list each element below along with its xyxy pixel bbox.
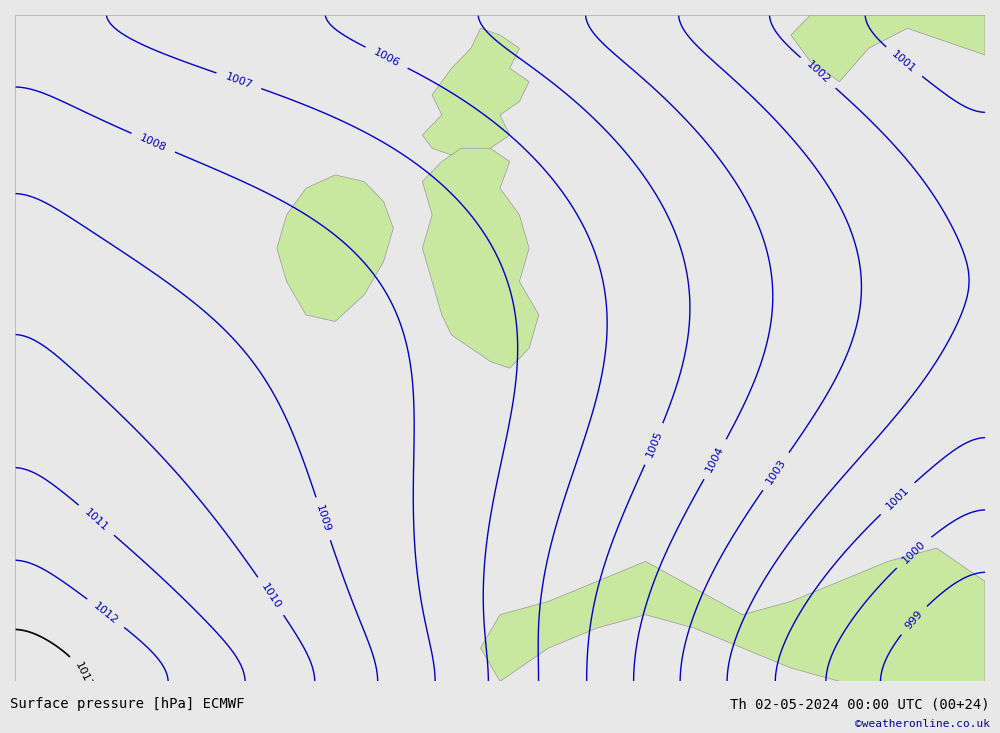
Text: Surface pressure [hPa] ECMWF: Surface pressure [hPa] ECMWF (10, 697, 244, 711)
Polygon shape (277, 175, 393, 322)
Text: 1007: 1007 (224, 71, 254, 90)
Text: 999: 999 (903, 608, 924, 632)
Text: 1010: 1010 (259, 582, 283, 611)
Text: 1000: 1000 (900, 539, 927, 566)
Text: 1003: 1003 (764, 457, 788, 486)
Text: 1004: 1004 (704, 444, 726, 474)
Text: 1008: 1008 (138, 133, 168, 153)
Polygon shape (791, 15, 985, 81)
Text: 1001: 1001 (884, 485, 911, 512)
Text: 1009: 1009 (314, 504, 332, 534)
Text: 1001: 1001 (890, 49, 918, 75)
Text: ©weatheronline.co.uk: ©weatheronline.co.uk (855, 719, 990, 729)
Polygon shape (481, 548, 985, 682)
Text: 1013: 1013 (73, 660, 94, 690)
Text: 1011: 1011 (83, 507, 110, 533)
Text: 1012: 1012 (92, 600, 120, 626)
Text: Th 02-05-2024 00:00 UTC (00+24): Th 02-05-2024 00:00 UTC (00+24) (730, 697, 990, 711)
Text: 1002: 1002 (804, 59, 832, 86)
Polygon shape (422, 148, 539, 368)
Polygon shape (422, 29, 529, 161)
Text: 1006: 1006 (372, 47, 401, 69)
Text: 1005: 1005 (644, 429, 664, 459)
